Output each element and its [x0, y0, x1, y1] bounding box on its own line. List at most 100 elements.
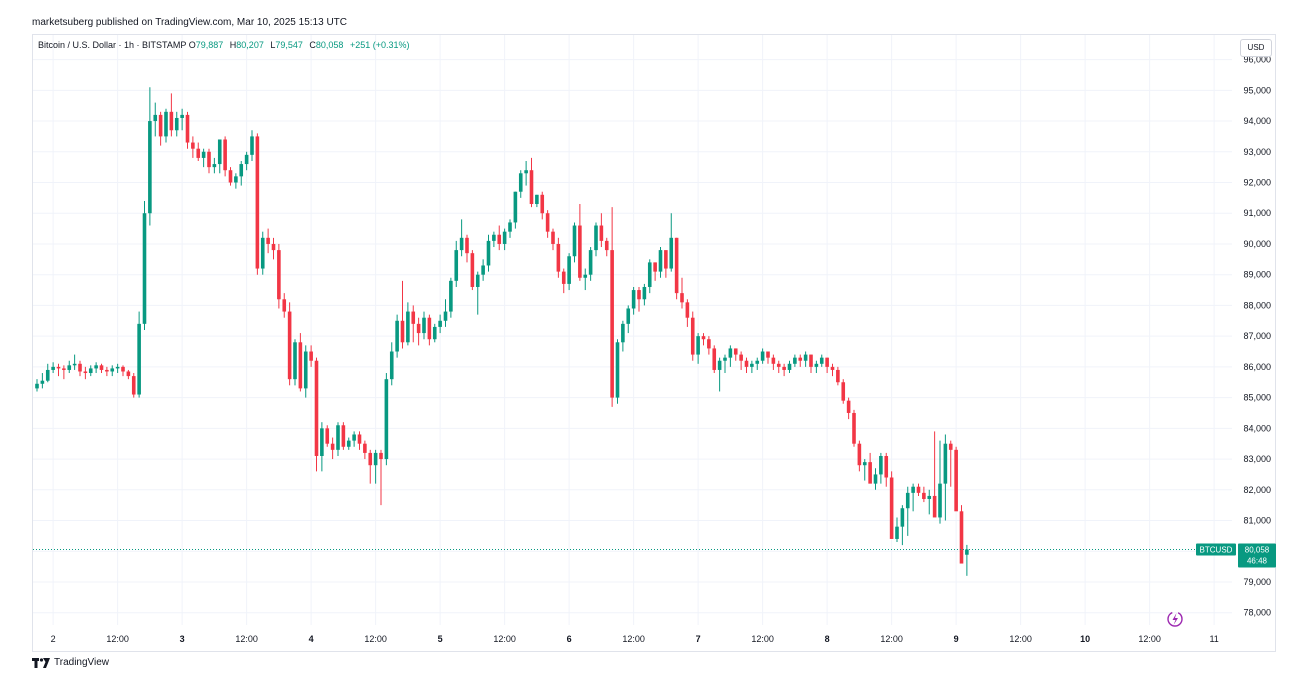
- candle-body: [561, 271, 566, 284]
- candle: [373, 449, 378, 484]
- candle-body: [513, 191, 518, 223]
- candle-body: [965, 549, 969, 555]
- candle-body: [336, 425, 340, 450]
- candle: [653, 262, 657, 281]
- candle-body: [207, 151, 211, 168]
- candle-body: [723, 357, 727, 361]
- x-tick-label: 3: [180, 634, 185, 644]
- x-tick-label: 5: [438, 634, 443, 644]
- candle-body: [900, 508, 905, 527]
- y-tick-label: 90,000: [1243, 239, 1271, 249]
- candle-body: [83, 371, 88, 374]
- candle: [712, 345, 717, 374]
- candle: [325, 425, 330, 447]
- open-value: 79,887: [195, 40, 224, 50]
- candle-body: [411, 311, 416, 324]
- candle: [809, 354, 813, 374]
- brand[interactable]: TradingView: [32, 657, 109, 668]
- candle: [223, 136, 227, 177]
- candle: [45, 363, 50, 383]
- candle-body: [438, 320, 442, 327]
- candle: [379, 449, 383, 506]
- replay-circle: [1167, 611, 1183, 627]
- x-tick-label: 4: [309, 634, 314, 644]
- candle-body: [406, 311, 410, 343]
- candle: [207, 148, 211, 174]
- candle: [696, 333, 700, 364]
- y-tick-label: 82,000: [1243, 485, 1271, 495]
- candle: [282, 293, 287, 318]
- candle-body: [363, 443, 367, 453]
- candle: [556, 237, 561, 278]
- candle: [309, 345, 313, 367]
- candle-body: [88, 368, 93, 374]
- candle: [583, 268, 588, 291]
- y-tick-label: 96,000: [1243, 55, 1271, 65]
- candle: [475, 271, 480, 315]
- candle-body: [234, 176, 238, 183]
- candle: [572, 222, 577, 263]
- candle: [830, 363, 835, 377]
- candle: [610, 207, 614, 407]
- candle: [588, 247, 593, 281]
- candle-body: [115, 366, 120, 369]
- candle-body: [110, 368, 115, 372]
- candle: [411, 305, 416, 343]
- candle: [56, 363, 61, 377]
- x-tick-label: 12:00: [880, 634, 903, 644]
- currency-button[interactable]: USD: [1240, 39, 1272, 57]
- candle-body: [35, 383, 39, 389]
- chart-frame[interactable]: [32, 34, 1276, 652]
- candle: [78, 360, 82, 377]
- candle: [169, 93, 174, 137]
- candle: [51, 362, 55, 374]
- y-tick-label: 78,000: [1243, 608, 1271, 618]
- candle: [529, 157, 534, 208]
- candle-body: [696, 336, 700, 355]
- price-axis: 96,000 95,000 94,000 93,000 92,000 91,000 90,0…: [1243, 55, 1271, 618]
- candle: [389, 342, 394, 386]
- candle: [911, 483, 915, 512]
- candle-body: [793, 357, 797, 364]
- candle: [244, 151, 249, 171]
- x-tick-label: 12:00: [1138, 634, 1161, 644]
- candle: [465, 234, 469, 263]
- candle: [486, 234, 491, 272]
- candle: [782, 363, 786, 377]
- candle-body: [56, 366, 61, 369]
- candle-body: [368, 452, 373, 466]
- candle-body: [868, 462, 872, 484]
- candle-body: [384, 379, 389, 460]
- candle-body: [303, 351, 308, 389]
- y-tick-label: 85,000: [1243, 393, 1271, 403]
- candle: [330, 437, 335, 460]
- candle-body: [717, 360, 722, 370]
- candle-body: [895, 526, 899, 539]
- candle-body: [502, 231, 507, 244]
- low-label: L: [270, 40, 276, 50]
- candle-body: [346, 440, 351, 447]
- candle: [884, 452, 889, 487]
- lightning-bolt-icon[interactable]: [1167, 611, 1183, 627]
- candle: [148, 87, 152, 226]
- candle-body: [228, 170, 233, 183]
- candle-body: [857, 443, 862, 466]
- candles: [35, 87, 969, 576]
- candle: [739, 351, 743, 370]
- x-tick-label: 11: [1209, 634, 1218, 644]
- candle: [927, 489, 932, 515]
- candle: [502, 228, 507, 251]
- candle-body: [518, 173, 523, 192]
- candle-body: [862, 462, 867, 466]
- candle: [228, 167, 233, 186]
- candle-body: [174, 117, 179, 131]
- candle-body: [583, 274, 588, 278]
- symbol-tag-label: BTCUSD: [1200, 545, 1233, 554]
- symbol-title[interactable]: Bitcoin / U.S. Dollar · 1h · BITSTAMP: [38, 40, 187, 50]
- candle-body: [631, 290, 636, 309]
- candle-body: [250, 136, 254, 155]
- symbol-tag-bg: [1196, 543, 1236, 556]
- candle: [846, 397, 851, 420]
- candle-body: [153, 114, 158, 122]
